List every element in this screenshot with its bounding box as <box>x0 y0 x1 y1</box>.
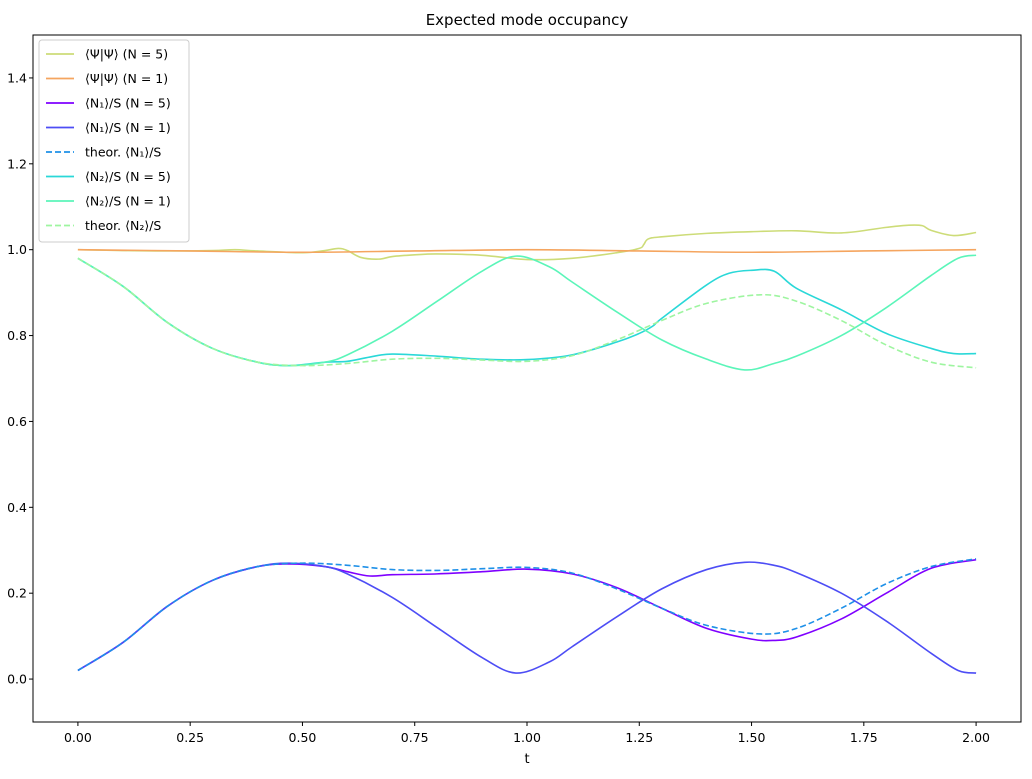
x-tick-label: 2.00 <box>962 730 990 745</box>
legend-label: theor. ⟨N₁⟩/S <box>85 145 161 160</box>
legend-label: ⟨Ψ|Ψ⟩ (N = 5) <box>85 47 168 62</box>
y-tick-label: 0.0 <box>7 672 27 687</box>
x-tick-label: 1.75 <box>850 730 878 745</box>
series-line-7 <box>77 254 977 371</box>
x-tick-label: 1.00 <box>513 730 541 745</box>
y-tick-label: 0.2 <box>7 586 27 601</box>
plot-lines <box>77 224 977 674</box>
y-axis: 0.0 0.2 0.4 0.6 0.8 1.0 1.2 1.4 <box>7 70 33 687</box>
y-tick-label: 1.2 <box>7 156 27 171</box>
y-tick-label: 0.4 <box>7 500 27 515</box>
series-line-6 <box>77 257 977 367</box>
legend-label: ⟨N₁⟩/S (N = 5) <box>85 96 171 111</box>
x-tick-label: 0.75 <box>401 730 429 745</box>
x-tick-label: 0.50 <box>289 730 317 745</box>
series-line-4 <box>77 561 977 674</box>
x-axis: 0.00 0.25 0.50 0.75 1.00 1.25 1.50 1.75 2.00 <box>64 722 990 745</box>
series-line-3 <box>77 558 977 672</box>
legend-box <box>38 39 190 243</box>
series-line-5 <box>77 558 977 672</box>
x-tick-label: 1.50 <box>738 730 766 745</box>
legend-label: ⟨N₂⟩/S (N = 5) <box>85 169 171 184</box>
x-axis-label: t <box>524 752 529 767</box>
legend: ⟨Ψ|Ψ⟩ (N = 5) ⟨Ψ|Ψ⟩ (N = 1) ⟨N₁⟩/S (N = 5)… <box>38 39 190 243</box>
chart-title: Expected mode occupancy <box>426 11 629 29</box>
series-line-2 <box>77 248 977 254</box>
legend-label: theor. ⟨N₂⟩/S <box>85 218 161 233</box>
legend-label: ⟨N₂⟩/S (N = 1) <box>85 194 171 209</box>
y-tick-label: 0.6 <box>7 414 27 429</box>
series-line-1 <box>77 224 977 261</box>
x-tick-label: 0.00 <box>64 730 92 745</box>
series-line-8 <box>77 257 977 369</box>
x-tick-label: 0.25 <box>176 730 204 745</box>
y-tick-label: 1.4 <box>7 70 27 85</box>
legend-label: ⟨N₁⟩/S (N = 1) <box>85 120 171 135</box>
y-tick-label: 0.8 <box>7 328 27 343</box>
y-tick-label: 1.0 <box>7 242 27 257</box>
x-tick-label: 1.25 <box>625 730 653 745</box>
legend-label: ⟨Ψ|Ψ⟩ (N = 1) <box>85 71 168 86</box>
